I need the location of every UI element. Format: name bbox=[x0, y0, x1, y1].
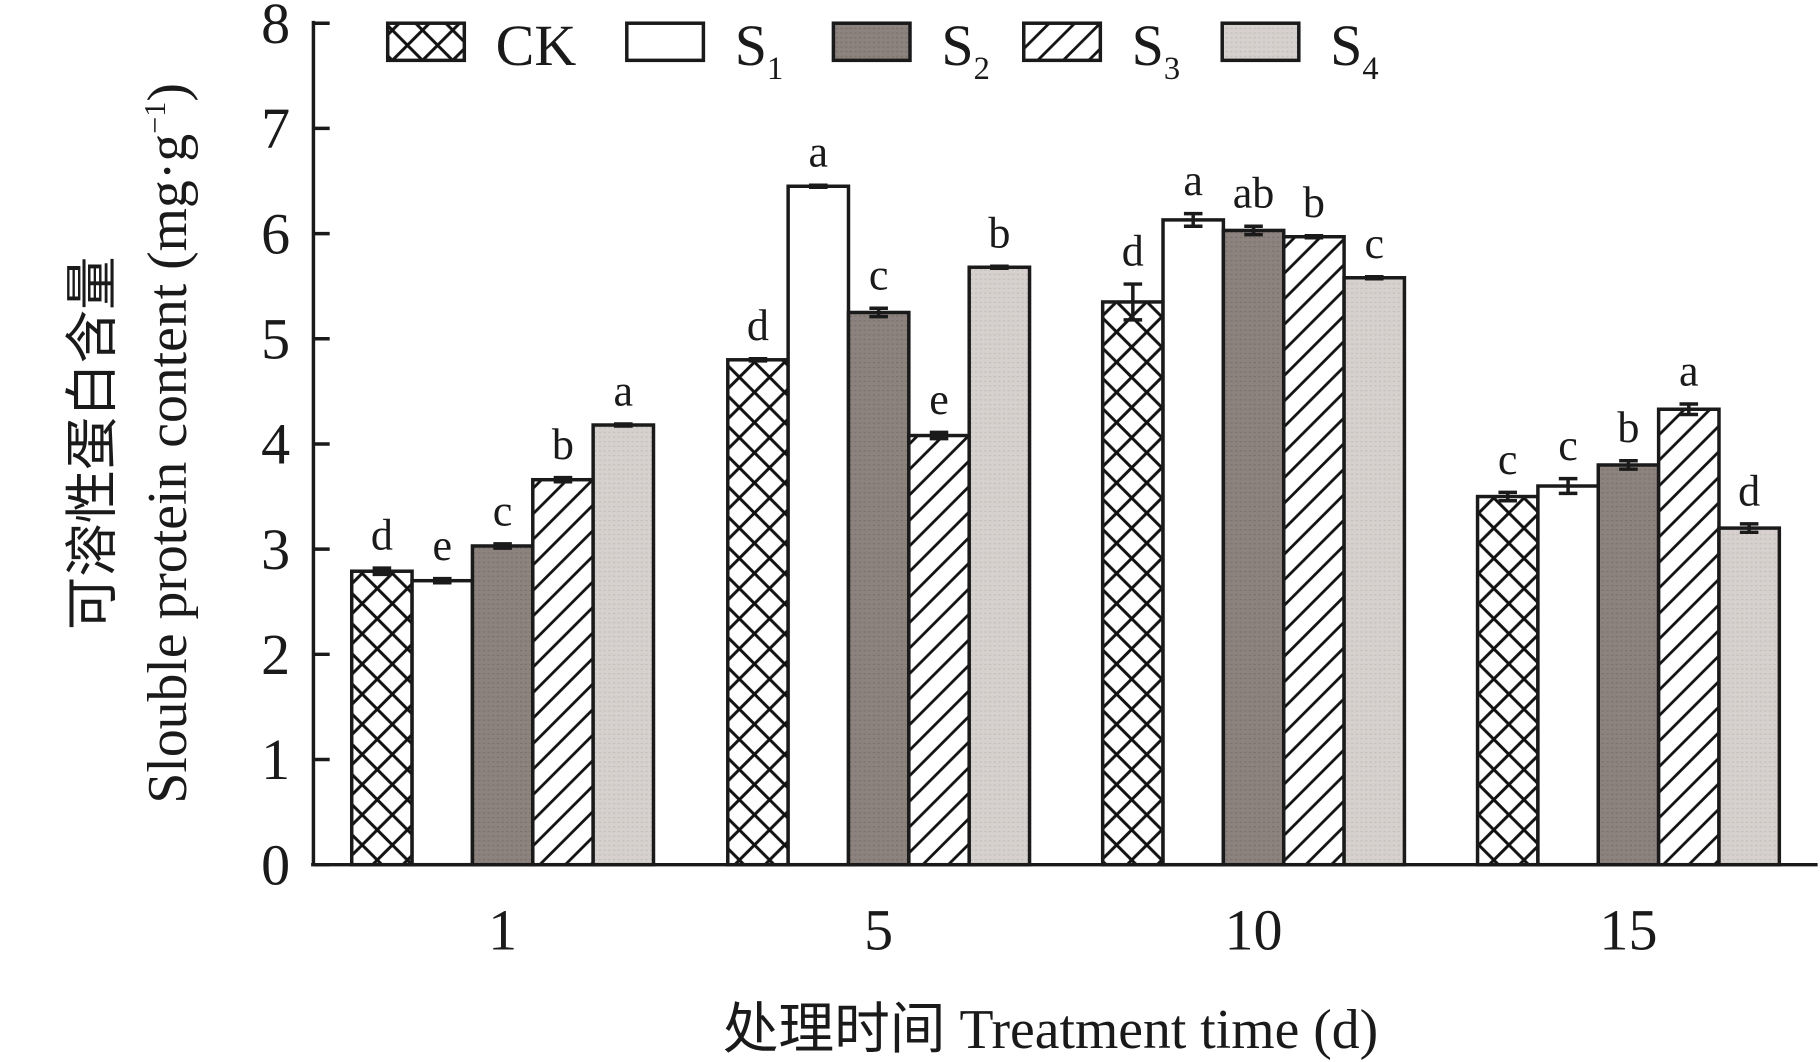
significance-letter: c bbox=[1558, 421, 1578, 470]
bar-S4-day-15 bbox=[1717, 526, 1782, 867]
legend: CK S1 S2 S3 S4 bbox=[385, 13, 1379, 87]
bar-S3-day-10 bbox=[1281, 234, 1346, 867]
bar-CK-day-15 bbox=[1475, 494, 1540, 867]
y-tick-label: 6 bbox=[261, 201, 290, 266]
significance-letter: d bbox=[1122, 227, 1144, 276]
y-tick-label: 1 bbox=[261, 727, 290, 792]
significance-letter: a bbox=[1679, 346, 1699, 395]
significance-letter: b bbox=[1617, 403, 1639, 452]
x-ticks: 1 5 10 15 bbox=[488, 897, 1657, 962]
significance-letter: d bbox=[747, 301, 769, 350]
bar-S2-day-15 bbox=[1596, 463, 1661, 867]
significance-letter: d bbox=[1738, 466, 1760, 515]
y-tick-label: 8 bbox=[261, 0, 290, 56]
y-tick-label: 0 bbox=[261, 832, 290, 897]
y-tick-label: 4 bbox=[261, 412, 290, 477]
significance-letter: a bbox=[809, 128, 829, 177]
y-axis-title-en: Slouble protein content (mg·g−1) bbox=[137, 83, 199, 804]
bar-S4-day-1 bbox=[591, 423, 656, 867]
significance-letter: c bbox=[1364, 219, 1384, 268]
legend-label-S2: S2 bbox=[941, 13, 990, 87]
x-tick-label: 5 bbox=[864, 897, 893, 962]
x-tick-label: 10 bbox=[1225, 897, 1283, 962]
y-tick-label: 3 bbox=[261, 517, 290, 582]
significance-letter: b bbox=[988, 209, 1010, 258]
significance-letter: ab bbox=[1233, 169, 1275, 218]
y-tick-label: 2 bbox=[261, 622, 290, 687]
bar-S3-day-5 bbox=[907, 433, 971, 867]
legend-swatch-S2 bbox=[831, 21, 912, 63]
bar-S1-day-5 bbox=[786, 184, 851, 867]
legend-swatch-S3 bbox=[1022, 21, 1103, 63]
significance-letter: c bbox=[869, 251, 889, 300]
bar-CK-day-1 bbox=[349, 569, 414, 867]
y-axis-title-en-group: Slouble protein content (mg·g−1) bbox=[137, 83, 199, 804]
y-tick-label: 5 bbox=[261, 306, 290, 371]
bar-S1-day-15 bbox=[1536, 484, 1601, 867]
y-axis-title-cn: 可溶性蛋白含量 bbox=[60, 257, 123, 631]
bar-S1-day-10 bbox=[1161, 218, 1226, 867]
y-axis-title: 可溶性蛋白含量 bbox=[60, 257, 123, 631]
legend-swatch-S1 bbox=[625, 21, 706, 63]
legend-swatch-S4 bbox=[1220, 21, 1301, 63]
significance-letter: a bbox=[614, 366, 634, 415]
bar-S2-day-10 bbox=[1221, 228, 1286, 867]
significance-letter: c bbox=[493, 486, 513, 535]
x-tick-label: 1 bbox=[488, 897, 517, 962]
x-axis-title: 处理时间 Treatment time (d) bbox=[723, 999, 1378, 1061]
legend-swatch-CK bbox=[385, 21, 467, 63]
significance-letter: d bbox=[371, 510, 393, 559]
significance-letter: b bbox=[552, 420, 574, 469]
bar-S3-day-1 bbox=[531, 477, 595, 867]
bar-S4-day-10 bbox=[1342, 276, 1407, 867]
bar-CK-day-10 bbox=[1100, 300, 1165, 867]
significance-letter: b bbox=[1303, 178, 1325, 227]
legend-label-S3: S3 bbox=[1132, 13, 1181, 87]
y-ticks: 0 1 2 3 4 5 6 7 8 bbox=[261, 0, 330, 897]
legend-label-S1: S1 bbox=[735, 13, 784, 87]
bar-S3-day-15 bbox=[1656, 407, 1721, 867]
bar-S2-day-1 bbox=[470, 544, 535, 867]
legend-label-CK: CK bbox=[496, 13, 577, 78]
significance-letter: a bbox=[1183, 156, 1203, 205]
x-tick-label: 15 bbox=[1599, 897, 1657, 962]
bar-S1-day-1 bbox=[410, 578, 475, 867]
significance-letter: e bbox=[432, 521, 452, 570]
significance-letter: c bbox=[1498, 435, 1518, 484]
bar-S2-day-5 bbox=[846, 310, 911, 867]
significance-letter: e bbox=[929, 375, 949, 424]
bar-S4-day-5 bbox=[967, 265, 1032, 867]
bar-CK-day-5 bbox=[726, 358, 790, 867]
y-tick-label: 7 bbox=[261, 96, 290, 161]
legend-label-S4: S4 bbox=[1330, 13, 1379, 87]
